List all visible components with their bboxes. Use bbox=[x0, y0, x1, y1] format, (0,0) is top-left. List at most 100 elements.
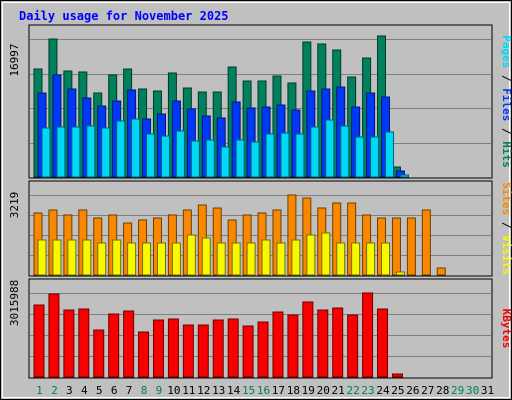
bar-pages-day-11 bbox=[190, 140, 200, 178]
bar-pages-day-20 bbox=[325, 119, 335, 178]
bar-sites-day-15 bbox=[246, 242, 256, 276]
bar-kbytes-day-8 bbox=[138, 331, 150, 378]
bar-sites-day-16 bbox=[261, 239, 271, 276]
bar-sites-day-22 bbox=[351, 242, 361, 276]
panel-hits-files-pages: 16997 Pages / Files / Hits bbox=[8, 24, 512, 179]
x-tick-label: 12 bbox=[197, 384, 210, 397]
x-tick-label: 21 bbox=[332, 384, 345, 397]
x-tick-label: 25 bbox=[391, 384, 404, 397]
x-tick-label: 29 bbox=[451, 384, 464, 397]
bar-pages-day-25 bbox=[399, 174, 409, 178]
x-tick-label: 13 bbox=[212, 384, 225, 397]
x-tick-label: 7 bbox=[126, 384, 133, 397]
x-tick-label: 31 bbox=[481, 384, 494, 397]
bar-kbytes-day-18 bbox=[287, 314, 299, 378]
x-tick-label: 28 bbox=[436, 384, 449, 397]
bar-visits-day-27 bbox=[421, 209, 431, 276]
bar-pages-day-14 bbox=[235, 139, 245, 178]
bar-pages-day-5 bbox=[101, 127, 111, 178]
bar-kbytes-day-17 bbox=[272, 311, 284, 378]
x-tick-label: 26 bbox=[406, 384, 419, 397]
bar-sites-day-5 bbox=[97, 242, 107, 276]
bar-pages-day-13 bbox=[220, 146, 230, 178]
bar-sites-day-9 bbox=[156, 242, 166, 276]
x-tick-label: 15 bbox=[242, 384, 255, 397]
chart-panels: 16997 Pages / Files / Hits 3219 Sites / Vis… bbox=[8, 24, 512, 379]
bar-kbytes-day-10 bbox=[167, 318, 179, 378]
bar-sites-day-1 bbox=[37, 239, 47, 276]
bar-pages-day-1 bbox=[41, 127, 51, 178]
bar-pages-day-17 bbox=[280, 132, 290, 178]
series-kbytes bbox=[33, 292, 403, 378]
x-tick-label: 27 bbox=[421, 384, 434, 397]
legend-item: / bbox=[500, 215, 512, 235]
bar-sites-day-8 bbox=[142, 242, 152, 276]
bar-visits-day-25 bbox=[391, 217, 401, 276]
x-tick-label: 1 bbox=[36, 384, 43, 397]
legend-item: Sites bbox=[500, 182, 512, 215]
legend-item: Visits bbox=[500, 235, 512, 275]
x-tick-label: 17 bbox=[272, 384, 285, 397]
bar-pages-day-22 bbox=[355, 136, 365, 178]
bar-sites-day-2 bbox=[52, 239, 62, 276]
x-tick-label: 14 bbox=[227, 384, 241, 397]
bar-kbytes-day-1 bbox=[33, 304, 45, 378]
x-tick-label: 10 bbox=[167, 384, 180, 397]
bar-sites-day-12 bbox=[201, 237, 211, 276]
bar-kbytes-day-5 bbox=[93, 329, 105, 378]
legend-item: Pages bbox=[500, 35, 512, 68]
bar-kbytes-day-22 bbox=[347, 314, 359, 378]
bar-kbytes-day-24 bbox=[377, 308, 389, 378]
bar-pages-day-21 bbox=[340, 125, 350, 178]
series-pages bbox=[41, 118, 409, 178]
legend-item: / bbox=[500, 121, 512, 141]
x-tick-label: 16 bbox=[257, 384, 270, 397]
bar-sites-day-23 bbox=[366, 242, 376, 276]
bar-pages-day-7 bbox=[131, 118, 141, 178]
bar-sites-day-21 bbox=[336, 242, 346, 276]
bar-pages-day-10 bbox=[175, 130, 185, 178]
x-axis-day-labels: 1 2 3 4 5 6 7 8 9 10 11 12 13 14 15 16 17 18 19 20 21 22 23 24 2… bbox=[36, 384, 494, 397]
bar-kbytes-day-20 bbox=[317, 309, 329, 378]
bar-kbytes-day-15 bbox=[242, 325, 254, 378]
panel-legend: Sites / Visits bbox=[500, 182, 512, 275]
bar-pages-day-18 bbox=[295, 133, 305, 178]
x-tick-label: 11 bbox=[182, 384, 195, 397]
bar-kbytes-day-2 bbox=[48, 293, 60, 378]
x-tick-label: 20 bbox=[317, 384, 330, 397]
x-tick-label: 24 bbox=[376, 384, 390, 397]
bar-kbytes-day-25 bbox=[391, 373, 403, 378]
bar-sites-day-4 bbox=[82, 239, 92, 276]
legend-item: Files bbox=[500, 88, 512, 121]
bar-sites-day-14 bbox=[231, 242, 241, 276]
panel-legend: Pages / Files / Hits bbox=[500, 35, 512, 168]
bar-sites-day-3 bbox=[67, 239, 77, 276]
x-tick-label: 6 bbox=[111, 384, 118, 397]
x-tick-label: 22 bbox=[346, 384, 359, 397]
bar-pages-day-23 bbox=[370, 136, 380, 178]
bar-pages-day-2 bbox=[56, 126, 66, 178]
bar-pages-day-15 bbox=[250, 141, 260, 178]
bar-pages-day-24 bbox=[385, 131, 395, 178]
y-max-label: 3015988 bbox=[8, 280, 21, 326]
bar-sites-day-20 bbox=[321, 232, 331, 276]
x-tick-label: 30 bbox=[466, 384, 479, 397]
bar-pages-day-12 bbox=[205, 139, 215, 178]
legend-item: / bbox=[500, 68, 512, 88]
panel-visits-sites: 3219 Sites / Visits bbox=[8, 180, 512, 277]
panel-legend: KBytes bbox=[500, 309, 512, 349]
bar-sites-day-7 bbox=[127, 242, 137, 276]
bar-kbytes-day-9 bbox=[152, 319, 164, 378]
bar-kbytes-day-21 bbox=[332, 307, 344, 378]
panel-kbytes: 3015988 KBytes bbox=[8, 278, 512, 379]
bar-sites-day-6 bbox=[112, 239, 122, 276]
bar-kbytes-day-11 bbox=[182, 324, 194, 378]
bar-kbytes-day-4 bbox=[78, 308, 90, 378]
bar-kbytes-day-14 bbox=[227, 318, 239, 378]
bar-kbytes-day-12 bbox=[197, 324, 209, 378]
chart-title: Daily usage for November 2025 bbox=[19, 9, 229, 23]
bar-sites-day-10 bbox=[171, 242, 181, 276]
